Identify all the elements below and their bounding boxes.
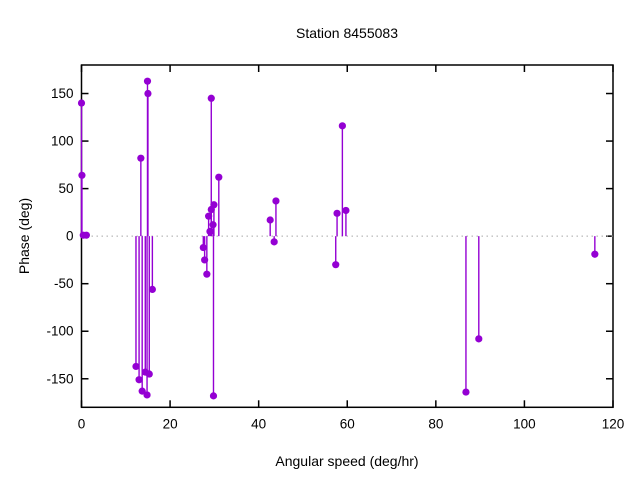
data-point bbox=[207, 94, 215, 102]
x-axis-label: Angular speed (deg/hr) bbox=[275, 453, 419, 469]
data-point bbox=[342, 206, 350, 215]
y-tick-label: 50 bbox=[58, 181, 73, 196]
data-point bbox=[138, 387, 146, 395]
data-point bbox=[206, 227, 214, 235]
data-point bbox=[270, 238, 278, 246]
y-tick-label: 100 bbox=[51, 134, 74, 149]
data-point bbox=[591, 250, 599, 258]
x-tick-label: 120 bbox=[602, 416, 625, 431]
data-point bbox=[144, 89, 152, 98]
data-point bbox=[82, 231, 90, 239]
data-point bbox=[78, 171, 86, 179]
x-tick-label: 40 bbox=[251, 416, 266, 431]
data-point bbox=[475, 335, 483, 343]
x-tick-label: 0 bbox=[78, 416, 86, 431]
data-point bbox=[338, 122, 346, 130]
y-axis-label: Phase (deg) bbox=[16, 197, 32, 275]
x-tick-label: 60 bbox=[340, 416, 355, 431]
data-point bbox=[215, 173, 223, 181]
data-point bbox=[135, 376, 143, 384]
data-point bbox=[266, 216, 274, 224]
y-tick-label: 0 bbox=[66, 229, 74, 244]
data-point bbox=[210, 201, 218, 209]
data-point bbox=[333, 209, 341, 217]
x-tick-label: 100 bbox=[513, 416, 536, 431]
y-tick-label: -100 bbox=[46, 324, 73, 339]
y-tick-label: 150 bbox=[51, 86, 74, 101]
data-point bbox=[199, 243, 207, 252]
data-point bbox=[143, 391, 151, 399]
y-tick-label: -50 bbox=[54, 276, 74, 291]
data-point bbox=[148, 285, 156, 293]
data-point bbox=[205, 212, 213, 220]
data-point bbox=[203, 270, 211, 278]
data-point bbox=[143, 77, 152, 85]
data-point bbox=[145, 370, 153, 378]
data-point bbox=[209, 221, 217, 229]
data-point bbox=[462, 388, 470, 396]
data-point bbox=[132, 362, 140, 371]
data-point bbox=[137, 154, 145, 162]
data-point bbox=[272, 197, 280, 205]
data-point bbox=[332, 261, 340, 269]
data-point bbox=[201, 256, 209, 264]
x-tick-label: 20 bbox=[163, 416, 178, 431]
data-point bbox=[209, 392, 218, 400]
data-point bbox=[77, 99, 86, 107]
x-tick-label: 80 bbox=[428, 416, 443, 431]
y-tick-label: -150 bbox=[46, 371, 73, 386]
chart-title: Station 8455083 bbox=[296, 25, 398, 41]
